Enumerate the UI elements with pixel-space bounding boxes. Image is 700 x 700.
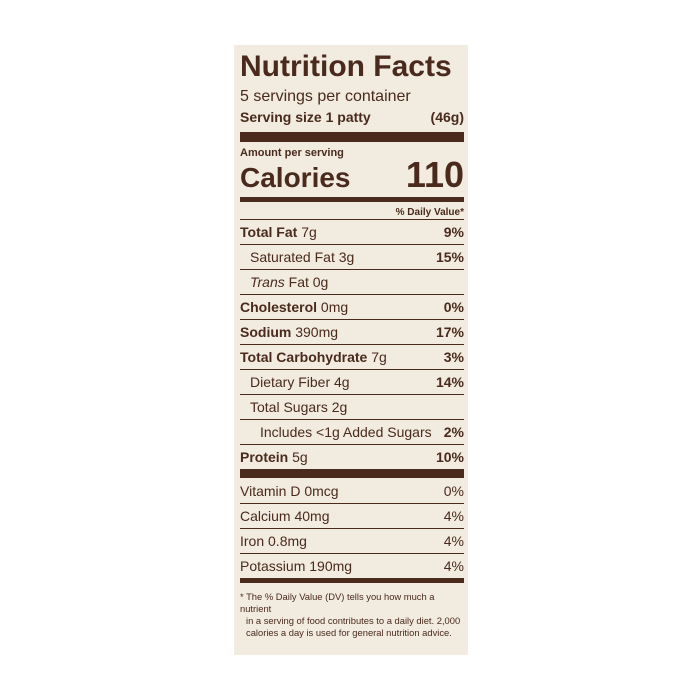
nutrient-row-total-fat: Total Fat 7g 9% — [240, 219, 464, 244]
medium-divider — [240, 578, 464, 583]
nutrient-row-dietary-fiber: Dietary Fiber 4g 14% — [240, 369, 464, 394]
vitamin-name: Potassium 190mg — [240, 558, 353, 574]
daily-value-footnote: * The % Daily Value (DV) tells you how m… — [240, 591, 464, 639]
vitamin-row-vitamin-d: Vitamin D 0mcg 0% — [240, 478, 464, 503]
nutrient-name: Cholesterol — [240, 299, 318, 315]
nutrient-row-saturated-fat: Saturated Fat 3g 15% — [240, 244, 464, 269]
serving-size-label: Serving size 1 patty — [240, 109, 371, 125]
nutrient-amount: 7g — [301, 224, 317, 240]
nutrient-amount: 7g — [371, 349, 387, 365]
nutrient-row-total-sugars: Total Sugars 2g — [240, 394, 464, 419]
calories-label: Calories — [240, 162, 351, 193]
vitamin-name: Iron 0.8mg — [240, 533, 307, 549]
nutrient-row-trans-fat: Trans Fat 0g — [240, 269, 464, 294]
vitamin-row-iron: Iron 0.8mg 4% — [240, 528, 464, 553]
daily-value-header: % Daily Value* — [395, 207, 464, 218]
nutrient-name: Includes <1g Added Sugars — [260, 424, 432, 440]
vitamin-row-calcium: Calcium 40mg 4% — [240, 503, 464, 528]
vitamin-dv: 4% — [443, 508, 464, 524]
label-title: Nutrition Facts — [240, 50, 452, 83]
nutrient-amount: 390mg — [295, 324, 339, 340]
footnote-line: calories a day is used for general nutri… — [246, 627, 452, 638]
nutrient-name: Protein — [240, 449, 289, 465]
vitamin-row-potassium: Potassium 190mg 4% — [240, 553, 464, 578]
nutrient-name: Sodium — [240, 324, 292, 340]
thick-divider — [240, 132, 464, 142]
nutrient-amount: 0mg — [320, 299, 349, 315]
nutrient-dv: 9% — [443, 224, 464, 240]
nutrient-row-total-carbohydrate: Total Carbohydrate 7g 3% — [240, 344, 464, 369]
nutrition-facts-label: Nutrition Facts 5 servings per container… — [240, 50, 464, 639]
vitamin-name: Vitamin D 0mcg — [240, 482, 339, 499]
nutrient-row-sodium: Sodium 390mg 17% — [240, 319, 464, 344]
vitamin-name: Calcium 40mg — [240, 508, 330, 524]
vitamin-dv: 4% — [443, 533, 464, 549]
servings-per-container: 5 servings per container — [240, 88, 411, 105]
serving-size-value: (46g) — [430, 109, 464, 125]
serving-size-row: Serving size 1 patty (46g) — [240, 108, 464, 126]
medium-divider — [240, 197, 464, 202]
nutrient-dv: 3% — [443, 349, 464, 365]
thick-divider — [240, 469, 464, 478]
nutrient-dv: 0% — [443, 299, 464, 315]
calories-value: 110 — [405, 154, 464, 195]
nutrient-name: Total Fat — [240, 224, 298, 240]
nutrient-name: Total Carbohydrate — [240, 349, 368, 365]
vitamin-dv: 0% — [443, 482, 464, 499]
footnote-line: * The % Daily Value (DV) tells you how m… — [240, 591, 435, 614]
nutrient-name: Saturated Fat 3g — [250, 249, 355, 265]
nutrient-name: Dietary Fiber 4g — [250, 374, 350, 390]
nutrient-dv: 17% — [435, 324, 464, 340]
nutrient-dv: 15% — [435, 249, 464, 265]
nutrient-dv: 10% — [435, 449, 464, 465]
footnote-line: in a serving of food contributes to a da… — [246, 615, 461, 626]
amount-per-serving: Amount per serving — [240, 147, 344, 159]
nutrient-dv: 2% — [443, 424, 464, 440]
nutrient-name: Fat 0g — [288, 274, 329, 290]
nutrient-row-added-sugars: Includes <1g Added Sugars 2% — [240, 419, 464, 444]
vitamin-dv: 4% — [443, 558, 464, 574]
nutrient-name: Total Sugars 2g — [250, 399, 348, 415]
nutrient-amount: 5g — [292, 449, 308, 465]
nutrient-dv: 14% — [435, 374, 464, 390]
nutrient-name-italic: Trans — [250, 274, 285, 290]
nutrient-row-protein: Protein 5g 10% — [240, 444, 464, 469]
calories-row: Calories 110 — [240, 157, 464, 196]
nutrient-row-cholesterol: Cholesterol 0mg 0% — [240, 294, 464, 319]
